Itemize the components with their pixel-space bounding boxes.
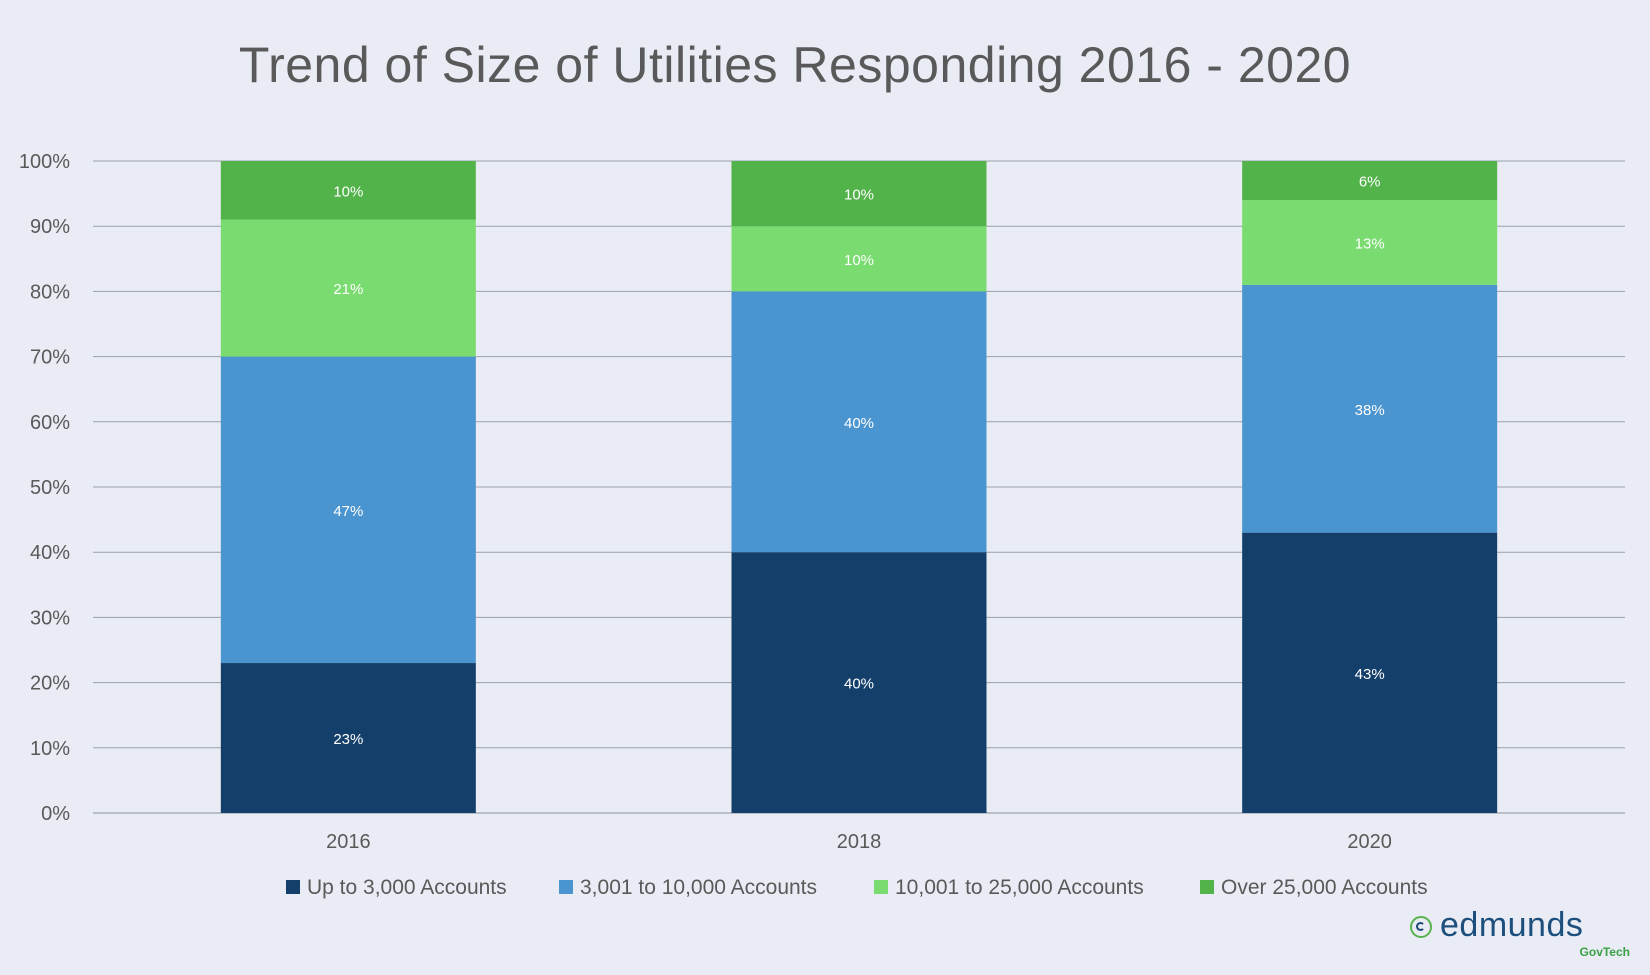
data-label: 21% <box>333 281 363 298</box>
data-label: 13% <box>1355 236 1385 253</box>
y-tick-label: 0% <box>41 803 70 825</box>
y-tick-label: 30% <box>30 607 70 629</box>
y-tick-label: 90% <box>30 216 70 238</box>
legend-swatch <box>286 880 300 894</box>
bar-segment <box>1242 532 1498 813</box>
data-label: 40% <box>844 415 874 432</box>
data-label: 10% <box>333 183 363 200</box>
bar-segment <box>731 291 987 553</box>
data-label: 10% <box>844 252 874 269</box>
legend-swatch <box>1200 880 1214 894</box>
legend-label: Up to 3,000 Accounts <box>307 876 507 899</box>
bar-segment <box>1242 200 1498 285</box>
y-tick-label: 60% <box>30 412 70 434</box>
brand-logo-icon <box>1410 916 1432 938</box>
data-label: 23% <box>333 731 363 748</box>
y-tick-label: 80% <box>30 281 70 303</box>
legend-label: Over 25,000 Accounts <box>1221 876 1428 899</box>
bar-segment <box>731 161 987 227</box>
bar-segment <box>1242 284 1498 533</box>
bar-segment <box>731 226 987 292</box>
data-label: 40% <box>844 676 874 693</box>
y-tick-label: 20% <box>30 673 70 695</box>
brand-logo: edmunds GovTech <box>1410 906 1630 972</box>
data-label: 47% <box>333 503 363 520</box>
legend-swatch <box>874 880 888 894</box>
data-label: 38% <box>1355 402 1385 419</box>
brand-sub: GovTech <box>1579 945 1630 959</box>
data-label: 6% <box>1359 174 1381 191</box>
x-tick-label: 2018 <box>837 831 882 853</box>
y-tick-label: 100% <box>19 151 70 173</box>
x-tick-label: 2016 <box>326 831 371 853</box>
bar-segment <box>1242 161 1498 201</box>
bar-segment <box>220 356 476 664</box>
bar-segment <box>220 161 476 220</box>
y-tick-label: 10% <box>30 738 70 760</box>
bar-segment <box>731 552 987 813</box>
y-tick-label: 70% <box>30 347 70 369</box>
y-tick-label: 50% <box>30 477 70 499</box>
legend-swatch <box>559 880 573 894</box>
y-tick-label: 40% <box>30 542 70 564</box>
bar-segment <box>220 219 476 357</box>
brand-name: edmunds <box>1440 906 1584 944</box>
bar-segment <box>220 663 476 813</box>
data-label: 10% <box>844 187 874 204</box>
chart-title: Trend of Size of Utilities Responding 20… <box>238 37 1352 93</box>
legend-label: 10,001 to 25,000 Accounts <box>895 876 1144 899</box>
x-tick-label: 2020 <box>1347 831 1392 853</box>
data-label: 43% <box>1355 666 1385 683</box>
legend-label: 3,001 to 10,000 Accounts <box>580 876 817 899</box>
